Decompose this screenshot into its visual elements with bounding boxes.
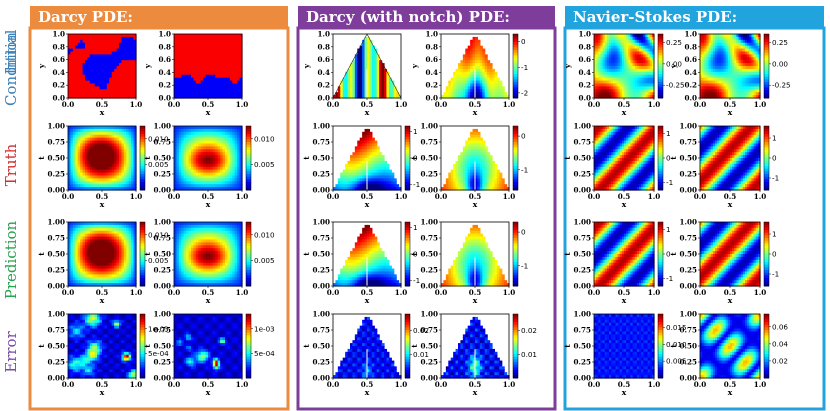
y-tick-label: 0.2 [52,81,65,90]
x-tick-label: 1.0 [130,100,143,109]
y-axis-label: y [143,63,152,69]
x-axis-label: x [206,200,211,209]
row-label: Truth [2,143,20,186]
y-tick-label: 0.25 [153,170,171,179]
colorbar-tick-label: 0.010 [254,134,275,143]
x-tick-label: 1.0 [236,192,249,201]
y-tick-label: 1.0 [52,30,65,39]
y-tick-label: 0.6 [52,55,65,64]
y-axis-label: t [143,156,152,160]
y-tick-label: 0.25 [47,266,65,275]
y-tick-label: 0.50 [153,154,171,163]
panel-title: Navier-Stokes PDE: [573,8,737,26]
y-tick-label: 0.0 [158,94,171,103]
y-tick-label: 1.00 [47,122,65,131]
heatmap-plot: 0.0 0.5 1.00.000.250.500.751.00xt0.0100.00… [37,122,169,210]
y-tick-label: 0.00 [47,282,65,291]
y-tick-label: 1.00 [47,218,65,227]
y-tick-label: 0.75 [47,138,65,147]
panel-title: Darcy PDE: [38,8,133,26]
y-tick-label: 1.00 [153,122,171,131]
x-tick-label: 1.0 [130,288,143,297]
y-tick-label: 0.4 [158,68,171,77]
y-tick-label: 0.50 [47,250,65,259]
y-tick-label: 0.8 [52,42,65,51]
y-axis-label: t [37,252,46,256]
heatmap-plot: 0.0 0.5 1.00.00.20.40.60.81.0xy [37,30,142,118]
figure: Darcy PDE: Darcy (with notch) PDE: Navier-… [0,0,830,411]
row-label: Error [2,330,20,372]
y-tick-label: 0.0 [52,94,65,103]
y-tick-label: 0.00 [153,186,171,195]
x-axis-label: x [100,108,105,117]
y-tick-label: 0.8 [158,42,171,51]
x-axis-label: x [100,296,105,305]
x-axis-label: x [100,200,105,209]
y-tick-label: 0.4 [52,68,65,77]
y-tick-label: 0.50 [47,154,65,163]
heatmap-plot: 0.0 0.5 1.00.000.250.500.751.00xt0.0100.00… [37,218,169,306]
y-tick-label: 1.0 [158,30,171,39]
y-tick-label: 0.75 [47,234,65,243]
x-axis-label: x [206,108,211,117]
y-tick-label: 0.00 [47,186,65,195]
panel-title: Darcy (with notch) PDE: [306,8,510,26]
colorbar-tick-label: 0.005 [254,160,275,169]
y-tick-label: 0.2 [158,81,171,90]
row-label: Condition [2,32,20,106]
y-tick-label: 0.75 [153,138,171,147]
y-axis-label: y [37,63,46,69]
x-tick-label: 1.0 [130,192,143,201]
y-tick-label: 0.25 [47,170,65,179]
x-tick-label: 1.0 [236,100,249,109]
y-axis-label: t [37,156,46,160]
y-tick-label: 0.6 [158,55,171,64]
heatmap-plot: 0.0 0.5 1.00.00.20.40.60.81.0xy [143,30,248,118]
row-label: Prediction [2,220,20,299]
